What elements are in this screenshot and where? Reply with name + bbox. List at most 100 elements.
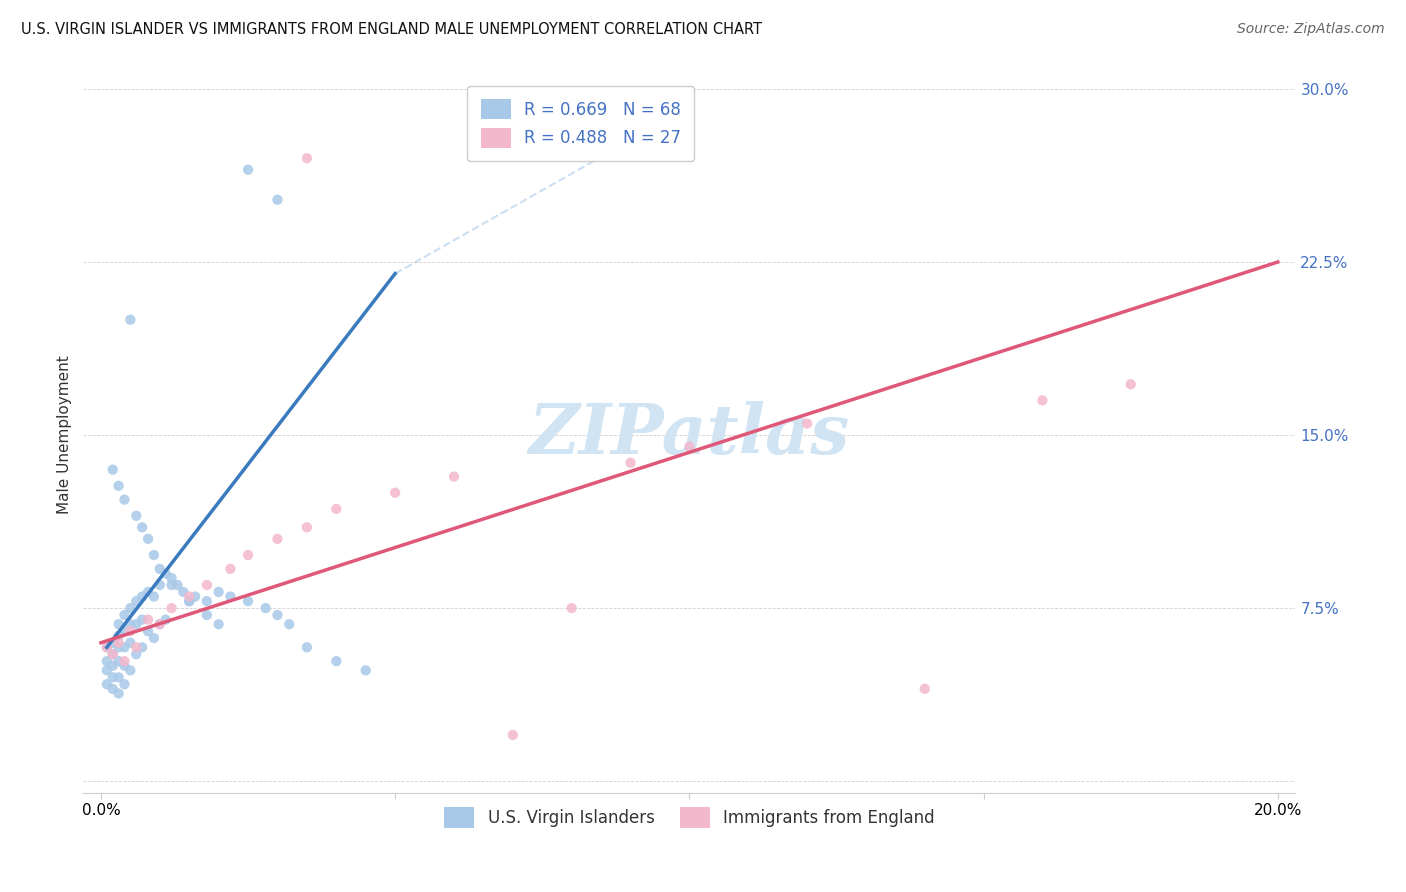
Point — [219, 590, 242, 604]
Point — [325, 654, 347, 668]
Point — [195, 578, 218, 592]
Point — [619, 456, 641, 470]
Point — [166, 578, 188, 592]
Point — [219, 562, 242, 576]
Y-axis label: Male Unemployment: Male Unemployment — [58, 356, 72, 515]
Point — [354, 664, 377, 678]
Point — [136, 613, 159, 627]
Point — [107, 654, 129, 668]
Point — [107, 479, 129, 493]
Text: ZIPatlas: ZIPatlas — [529, 401, 851, 469]
Point — [125, 640, 148, 655]
Point — [295, 151, 318, 165]
Point — [107, 640, 129, 655]
Point — [96, 654, 118, 668]
Point — [131, 520, 153, 534]
Point — [96, 640, 118, 655]
Point — [96, 664, 118, 678]
Point — [914, 681, 936, 696]
Point — [195, 607, 218, 622]
Point — [107, 686, 129, 700]
Point — [96, 677, 118, 691]
Point — [155, 613, 177, 627]
Point — [120, 312, 142, 326]
Point — [179, 594, 201, 608]
Point — [295, 520, 318, 534]
Point — [96, 640, 118, 655]
Point — [184, 590, 207, 604]
Point — [136, 532, 159, 546]
Point — [101, 463, 124, 477]
Point — [101, 647, 124, 661]
Point — [101, 636, 124, 650]
Point — [278, 617, 301, 632]
Point — [236, 162, 259, 177]
Point — [107, 629, 129, 643]
Point — [107, 670, 129, 684]
Point — [142, 590, 165, 604]
Point — [120, 617, 142, 632]
Legend: U.S. Virgin Islanders, Immigrants from England: U.S. Virgin Islanders, Immigrants from E… — [437, 801, 941, 834]
Point — [114, 640, 136, 655]
Point — [207, 617, 229, 632]
Point — [266, 193, 288, 207]
Point — [101, 647, 124, 661]
Point — [120, 664, 142, 678]
Point — [179, 590, 201, 604]
Point — [561, 601, 583, 615]
Text: Source: ZipAtlas.com: Source: ZipAtlas.com — [1237, 22, 1385, 37]
Point — [160, 578, 183, 592]
Point — [107, 617, 129, 632]
Point — [131, 640, 153, 655]
Point — [114, 677, 136, 691]
Point — [149, 562, 172, 576]
Point — [114, 654, 136, 668]
Point — [125, 647, 148, 661]
Point — [136, 585, 159, 599]
Point — [120, 601, 142, 615]
Point — [160, 601, 183, 615]
Point — [796, 417, 818, 431]
Point — [502, 728, 524, 742]
Point — [131, 590, 153, 604]
Point — [207, 585, 229, 599]
Point — [136, 624, 159, 639]
Point — [384, 485, 406, 500]
Point — [101, 658, 124, 673]
Point — [114, 658, 136, 673]
Point — [114, 624, 136, 639]
Text: U.S. VIRGIN ISLANDER VS IMMIGRANTS FROM ENGLAND MALE UNEMPLOYMENT CORRELATION CH: U.S. VIRGIN ISLANDER VS IMMIGRANTS FROM … — [21, 22, 762, 37]
Point — [160, 571, 183, 585]
Point — [325, 501, 347, 516]
Point — [125, 617, 148, 632]
Point — [254, 601, 277, 615]
Point — [1119, 377, 1142, 392]
Point — [142, 548, 165, 562]
Point — [149, 617, 172, 632]
Point — [131, 613, 153, 627]
Point — [149, 578, 172, 592]
Point — [107, 636, 129, 650]
Point — [125, 594, 148, 608]
Point — [266, 607, 288, 622]
Point — [120, 624, 142, 639]
Point — [443, 469, 465, 483]
Point — [101, 670, 124, 684]
Point — [114, 492, 136, 507]
Point — [295, 640, 318, 655]
Point — [172, 585, 194, 599]
Point — [155, 566, 177, 581]
Point — [678, 440, 700, 454]
Point — [114, 607, 136, 622]
Point — [142, 631, 165, 645]
Point — [179, 594, 201, 608]
Point — [120, 636, 142, 650]
Point — [101, 681, 124, 696]
Point — [266, 532, 288, 546]
Point — [125, 508, 148, 523]
Point — [236, 594, 259, 608]
Point — [195, 594, 218, 608]
Point — [149, 617, 172, 632]
Point — [1031, 393, 1053, 408]
Point — [236, 548, 259, 562]
